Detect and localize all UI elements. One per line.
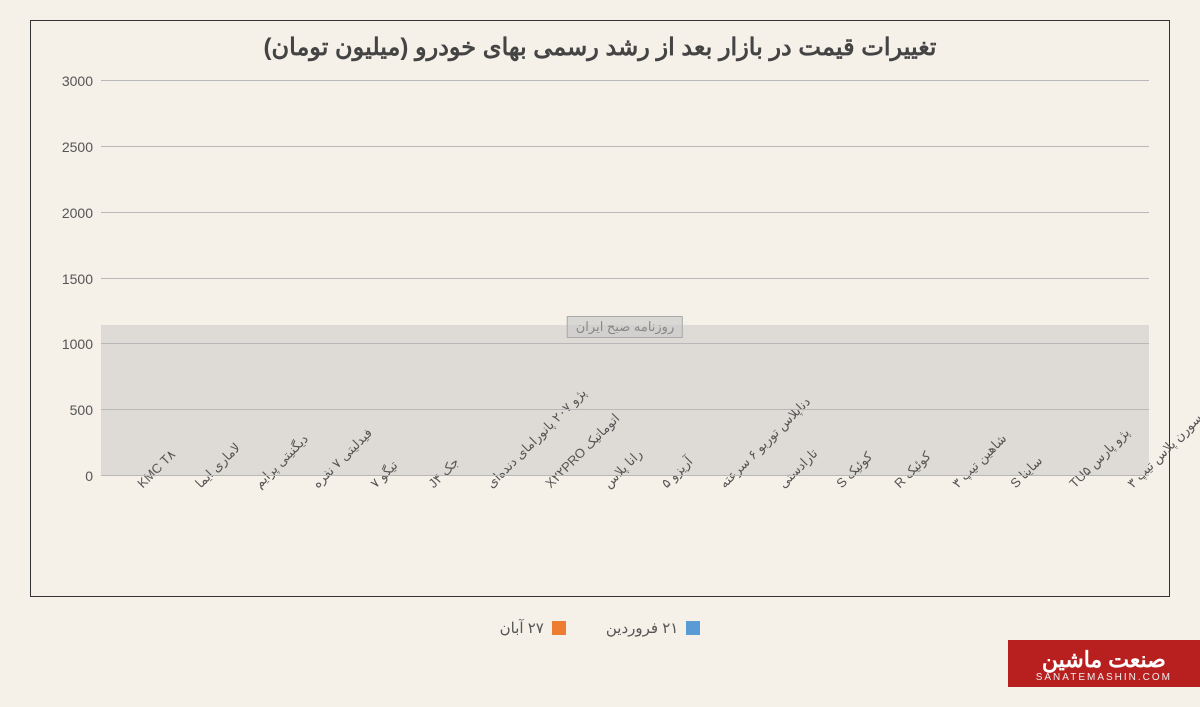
- x-tick-label: ساینا S: [1008, 453, 1047, 492]
- x-tick-label: فیدلیتی ۷ نفره: [309, 425, 375, 491]
- gridline: [101, 409, 1149, 410]
- legend-item: ۲۱ فروردین: [606, 619, 701, 637]
- legend-swatch: [552, 621, 566, 635]
- x-tick-label: دیگنیتی پرایم: [251, 431, 311, 491]
- chart-legend: ۲۱ فروردین ۲۷ آبان: [0, 619, 1200, 637]
- footer-brand: صنعت ماشین SANATEMASHIN.COM: [1008, 640, 1200, 687]
- legend-label: ۲۷ آبان: [500, 619, 544, 637]
- x-tick-label: جک J۴: [425, 454, 462, 491]
- legend-swatch: [686, 621, 700, 635]
- x-tick-label: تارادستی: [775, 446, 821, 492]
- x-tick-label: رانا پلاس: [600, 446, 645, 491]
- x-tick-label: KMC T۸: [134, 447, 179, 492]
- y-tick-label: 0: [85, 468, 101, 484]
- chart-container: تغییرات قیمت در بازار بعد از رشد رسمی به…: [30, 20, 1170, 597]
- gridline: [101, 278, 1149, 279]
- x-tick-label: آریزو ۵: [658, 454, 696, 492]
- y-tick-label: 2000: [62, 205, 101, 221]
- x-tick-label: شاهین تیپ ۳: [949, 431, 1010, 492]
- y-tick-label: 1500: [62, 271, 101, 287]
- footer-subtitle: SANATEMASHIN.COM: [1036, 672, 1172, 683]
- gridline: [101, 80, 1149, 81]
- footer-title: صنعت ماشین: [1036, 648, 1172, 672]
- gridline: [101, 475, 1149, 476]
- y-tick-label: 3000: [62, 73, 101, 89]
- gridline: [101, 212, 1149, 213]
- x-tick-label: سورن پلاس تیپ ۳: [1124, 410, 1200, 491]
- legend-label: ۲۱ فروردین: [606, 619, 679, 637]
- x-tick-label: پژو پارس TU۵: [1066, 425, 1133, 492]
- x-tick-label: کوئیک R: [891, 448, 934, 491]
- y-tick-label: 500: [70, 402, 101, 418]
- bars-row: KMC T۸لاماری ایمادیگنیتی پرایمفیدلیتی ۷ …: [101, 81, 1149, 476]
- legend-item: ۲۷ آبان: [500, 619, 566, 637]
- y-tick-label: 2500: [62, 139, 101, 155]
- gridline: [101, 343, 1149, 344]
- x-tick-label: لاماری ایما: [193, 440, 245, 492]
- gridline: [101, 146, 1149, 147]
- chart-title: تغییرات قیمت در بازار بعد از رشد رسمی به…: [31, 21, 1169, 66]
- y-tick-label: 1000: [62, 336, 101, 352]
- plot-area: روزنامه صبح ایران KMC T۸لاماری ایمادیگنی…: [101, 81, 1149, 476]
- x-tick-label: کوئیک S: [833, 449, 876, 492]
